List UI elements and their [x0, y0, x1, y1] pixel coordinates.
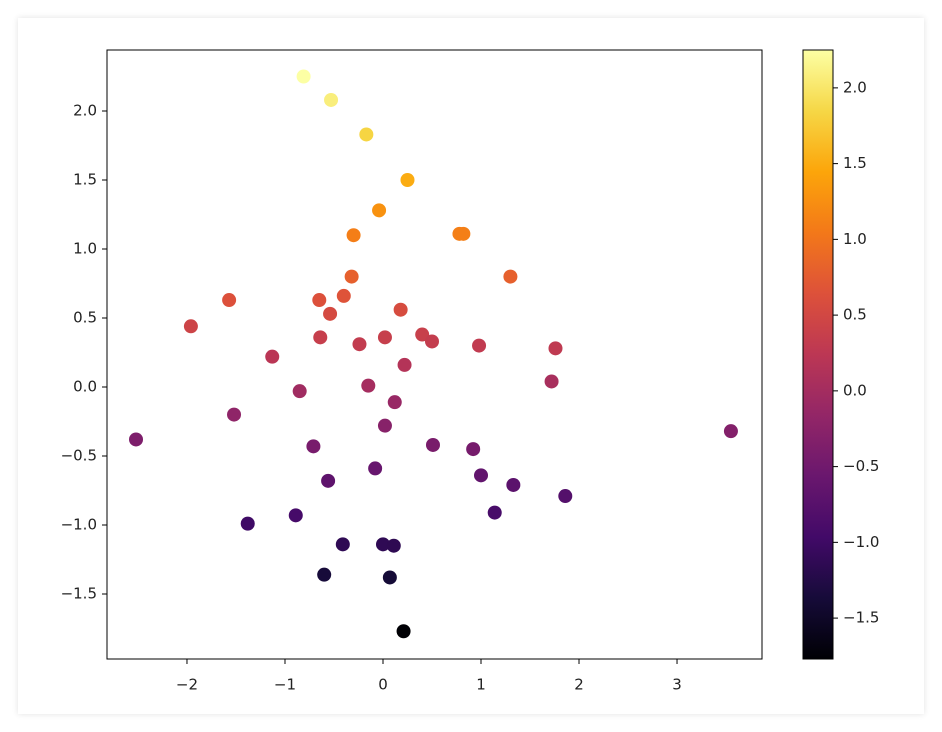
point [456, 226, 471, 241]
point [292, 384, 307, 399]
point [336, 288, 351, 303]
point [372, 203, 387, 218]
card [18, 18, 924, 714]
point [361, 378, 376, 393]
y-tick-label: 1.5 [73, 170, 97, 188]
colorbar-tick-label: 0.5 [843, 306, 867, 324]
point [503, 269, 518, 284]
point [723, 424, 738, 439]
point [129, 432, 144, 447]
colorbar-tick-label: 1.0 [843, 230, 867, 248]
point [288, 508, 303, 523]
point [387, 395, 402, 410]
point [393, 302, 408, 317]
point [472, 338, 487, 353]
point [296, 69, 311, 84]
point [183, 319, 198, 334]
point [346, 228, 361, 243]
point [313, 330, 328, 345]
point [321, 473, 336, 488]
x-tick-label: 1 [476, 676, 486, 694]
point [222, 293, 237, 308]
point [317, 567, 332, 582]
point [359, 127, 374, 142]
point [377, 330, 392, 345]
point [544, 374, 559, 389]
point [306, 439, 321, 454]
plot-frame [106, 49, 763, 660]
x-tick-label: 0 [378, 676, 388, 694]
colorbar-tick-label: 1.5 [843, 154, 867, 172]
y-tick-label: 0.0 [73, 377, 97, 395]
x-tick-label: −2 [176, 676, 198, 694]
point [474, 468, 489, 483]
point [335, 537, 350, 552]
x-tick-label: 3 [672, 676, 682, 694]
point [548, 341, 563, 356]
point [324, 92, 339, 107]
point [344, 269, 359, 284]
point [352, 337, 367, 352]
point [396, 624, 411, 639]
point [466, 442, 481, 457]
point [558, 489, 573, 504]
point [487, 505, 502, 520]
colorbar-tick-label: −1.0 [843, 533, 879, 551]
y-tick-label: 1.0 [73, 239, 97, 257]
x-tick-label: 2 [574, 676, 584, 694]
y-tick-label: −1.5 [61, 585, 97, 603]
x-tick-label: −1 [274, 676, 296, 694]
point [425, 437, 440, 452]
colorbar-tick-label: −1.5 [843, 609, 879, 627]
point [375, 537, 390, 552]
point [377, 418, 392, 433]
point [415, 327, 430, 342]
point [506, 477, 521, 492]
colorbar-tick-label: 2.0 [843, 78, 867, 96]
colorbar-tick-label: −0.5 [843, 457, 879, 475]
point [425, 334, 440, 349]
point [312, 293, 327, 308]
point [386, 538, 401, 553]
y-tick-label: 2.0 [73, 101, 97, 119]
point [265, 349, 280, 364]
point [323, 306, 338, 321]
y-tick-label: 0.5 [73, 308, 97, 326]
y-tick-label: −1.0 [61, 516, 97, 534]
point [400, 172, 415, 187]
point [240, 516, 255, 531]
point [368, 461, 383, 476]
point [382, 570, 397, 585]
colorbar [802, 49, 834, 660]
point [227, 407, 242, 422]
point [397, 357, 412, 372]
colorbar-tick-label: 0.0 [843, 381, 867, 399]
y-tick-label: −0.5 [61, 447, 97, 465]
